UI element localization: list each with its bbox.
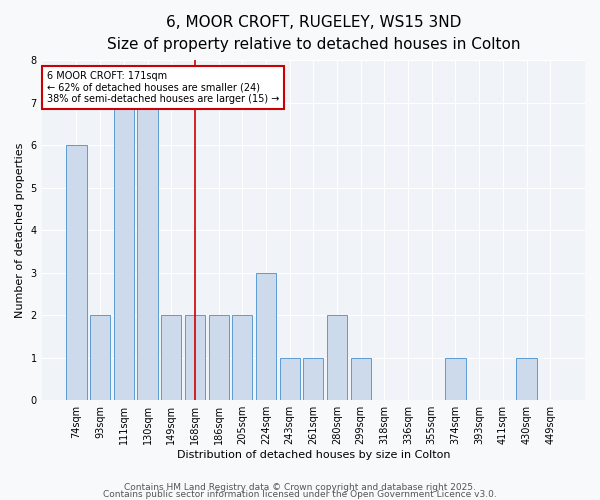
- Bar: [445, 358, 466, 400]
- Bar: [517, 358, 536, 400]
- Bar: [90, 315, 110, 400]
- Bar: [185, 315, 205, 400]
- Bar: [161, 315, 181, 400]
- Bar: [350, 358, 371, 400]
- Text: Contains public sector information licensed under the Open Government Licence v3: Contains public sector information licen…: [103, 490, 497, 499]
- Text: Contains HM Land Registry data © Crown copyright and database right 2025.: Contains HM Land Registry data © Crown c…: [124, 484, 476, 492]
- Bar: [137, 103, 158, 400]
- Title: 6, MOOR CROFT, RUGELEY, WS15 3ND
Size of property relative to detached houses in: 6, MOOR CROFT, RUGELEY, WS15 3ND Size of…: [107, 15, 520, 52]
- Bar: [280, 358, 300, 400]
- Bar: [327, 315, 347, 400]
- Bar: [256, 272, 276, 400]
- Bar: [209, 315, 229, 400]
- Text: 6 MOOR CROFT: 171sqm
← 62% of detached houses are smaller (24)
38% of semi-detac: 6 MOOR CROFT: 171sqm ← 62% of detached h…: [47, 70, 280, 104]
- Bar: [232, 315, 253, 400]
- Y-axis label: Number of detached properties: Number of detached properties: [15, 142, 25, 318]
- Bar: [303, 358, 323, 400]
- X-axis label: Distribution of detached houses by size in Colton: Distribution of detached houses by size …: [176, 450, 450, 460]
- Bar: [114, 103, 134, 400]
- Bar: [67, 146, 86, 400]
